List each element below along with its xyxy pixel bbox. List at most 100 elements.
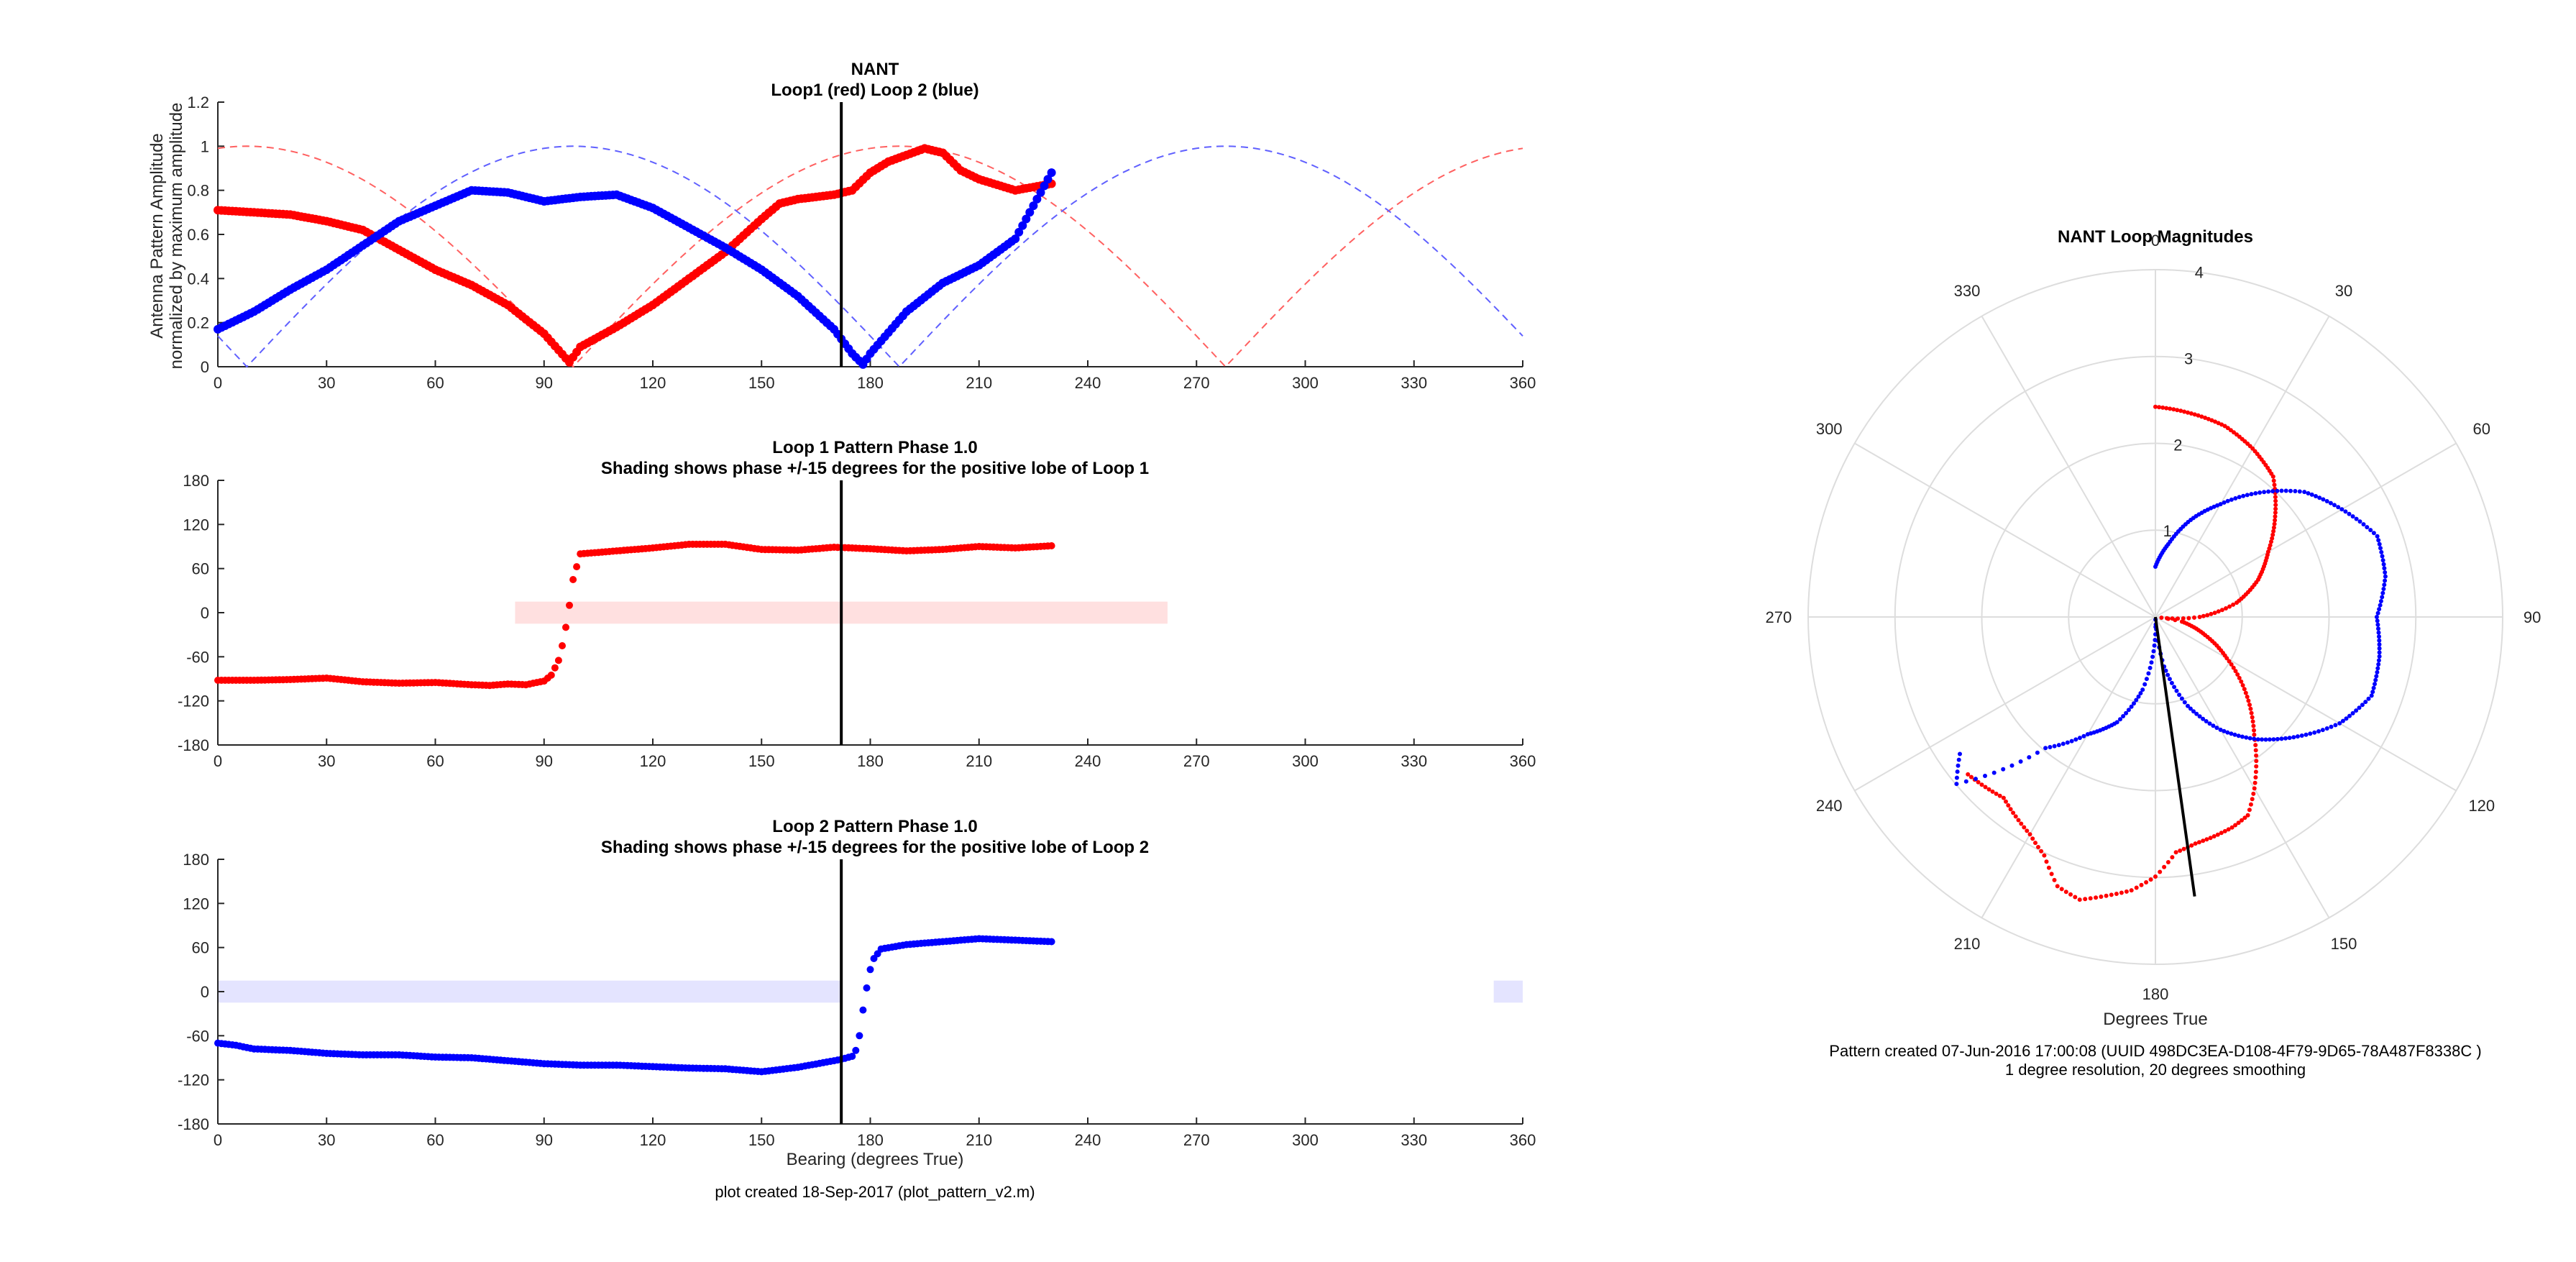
y-tick-label: 0 xyxy=(201,604,209,622)
loop2-polar-point xyxy=(2339,507,2344,512)
loop1-polar-point xyxy=(2153,404,2158,409)
loop2-polar-point xyxy=(2383,570,2388,575)
loop2-polar-point xyxy=(2222,500,2227,505)
loop2-polar-point xyxy=(2253,491,2258,495)
x-tick-label: 240 xyxy=(1075,1131,1101,1149)
loop2-polar-point xyxy=(2293,489,2298,493)
x-tick-label: 150 xyxy=(748,1131,775,1149)
loop1-polar-point xyxy=(2253,743,2258,748)
loop2-amplitude-point xyxy=(1029,201,1038,211)
loop1-polar-point xyxy=(2164,406,2169,411)
loop2-polar-point xyxy=(2314,494,2318,498)
polar-radius-label: 2 xyxy=(2173,436,2182,454)
y-tick-label: 120 xyxy=(183,516,209,534)
loop2-polar-point xyxy=(2211,504,2217,509)
loop2-polar-point xyxy=(2225,730,2230,735)
loop2-polar-point xyxy=(2165,672,2171,677)
loop2-polar-point xyxy=(2295,734,2300,739)
polar-xlabel: Degrees True xyxy=(2103,1010,2207,1029)
loop1-polar-point xyxy=(2269,539,2273,544)
loop2-polar-point xyxy=(2287,736,2292,741)
x-tick-label: 60 xyxy=(426,752,444,770)
loop2-polar-point xyxy=(2146,671,2151,676)
loop2-amplitude-point xyxy=(1032,194,1042,204)
loop1-polar-point xyxy=(2254,753,2259,758)
polar-angle-label: 180 xyxy=(2142,985,2169,1003)
loop2-polar-point xyxy=(2380,590,2385,595)
x-tick-label: 180 xyxy=(857,752,884,770)
loop1-polar-point xyxy=(2226,827,2231,832)
polar-angle-label: 330 xyxy=(1954,282,1981,300)
loop2-polar-point xyxy=(2140,687,2145,692)
loop2-polar-point xyxy=(2218,502,2223,507)
loop1-polar-point xyxy=(2036,845,2040,849)
loop2-polar-point xyxy=(2252,736,2257,741)
amplitude-ylabel-line2: normalized by maximum amplitude xyxy=(167,103,186,370)
loop1-polar-point xyxy=(2153,874,2158,879)
loop1-polar-point xyxy=(2251,791,2256,796)
loop1-polar-point xyxy=(2272,521,2277,526)
loop1-polar-point xyxy=(2245,695,2250,699)
loop1-polar-point xyxy=(2139,882,2144,887)
loop1-polar-point xyxy=(2253,769,2258,774)
x-tick-label: 360 xyxy=(1510,374,1536,392)
loop2-polar-point xyxy=(2001,767,2006,772)
loop1-polar-point xyxy=(2203,416,2208,420)
loop2-polar-point xyxy=(2237,495,2242,500)
loop2-polar-point xyxy=(2275,488,2280,493)
loop2-polar-point xyxy=(2065,740,2070,745)
loop1-polar-point xyxy=(2212,611,2217,616)
amplitude-subtitle: Loop1 (red) Loop 2 (blue) xyxy=(771,81,978,100)
loop2-phase-point xyxy=(1048,938,1055,946)
loop2-polar-point xyxy=(2260,737,2265,742)
loop1-polar-point xyxy=(2077,897,2082,902)
loop2-polar-point xyxy=(2357,519,2362,524)
bearing-xlabel: Bearing (degrees True) xyxy=(787,1150,964,1169)
loop1-polar-point xyxy=(2068,892,2073,897)
loop2-polar-point xyxy=(2347,713,2352,718)
loop1-polar-point xyxy=(2059,887,2064,892)
loop1-polar-point xyxy=(2227,604,2232,609)
loop2-polar-point xyxy=(2225,498,2230,503)
loop2-polar-point xyxy=(2302,490,2307,495)
x-tick-label: 150 xyxy=(748,752,775,770)
x-tick-label: 240 xyxy=(1075,752,1101,770)
loop2-polar-point xyxy=(2368,528,2373,533)
loop2-polar-point xyxy=(2179,696,2184,701)
loop1-polar-point xyxy=(2099,895,2104,899)
x-tick-label: 150 xyxy=(748,374,775,392)
x-tick-label: 270 xyxy=(1183,1131,1210,1149)
y-tick-label: 0.8 xyxy=(187,182,209,200)
pattern-created-note: Pattern created 07-Jun-2016 17:00:08 (UU… xyxy=(1829,1042,2481,1060)
loop1-polar-point xyxy=(2240,818,2244,823)
loop1-polar-point xyxy=(2199,414,2204,419)
loop2-ideal-dashed-curve xyxy=(217,145,1523,368)
x-tick-label: 30 xyxy=(318,1131,335,1149)
loop2-polar-point xyxy=(2379,549,2384,554)
loop2-polar-point xyxy=(2283,736,2288,741)
loop2-polar-point xyxy=(2132,701,2136,706)
loop2-polar-point xyxy=(2211,723,2216,728)
phase-shade-band xyxy=(1493,980,1523,1003)
x-tick-label: 90 xyxy=(536,752,553,770)
loop2-polar-point xyxy=(2382,566,2387,571)
loop1-polar-point xyxy=(2254,764,2259,769)
loop1-polar-point xyxy=(2196,840,2201,845)
loop1-polar-point xyxy=(2213,419,2217,424)
loop2-polar-point xyxy=(2377,634,2381,639)
loop2-polar-point xyxy=(2142,682,2148,687)
polar-angle-label: 90 xyxy=(2524,608,2541,626)
loop1-polar-point xyxy=(2209,418,2214,423)
loop1-polar-point xyxy=(2204,837,2209,842)
loop2-polar-point xyxy=(2377,607,2382,612)
polar-angle-label: 270 xyxy=(1766,608,1792,626)
loop2-polar-point xyxy=(1974,777,1978,782)
loop1-polar-point xyxy=(2088,896,2093,901)
loop2-phase-point xyxy=(863,984,871,992)
loop1-polar-point xyxy=(2273,495,2278,500)
polar-angle-label: 150 xyxy=(2331,935,2357,953)
loop2-polar-point xyxy=(2381,562,2386,567)
loop1-polar-point xyxy=(2178,849,2183,853)
loop1-polar-point xyxy=(2209,611,2214,616)
loop1-polar-point xyxy=(2193,841,2198,846)
